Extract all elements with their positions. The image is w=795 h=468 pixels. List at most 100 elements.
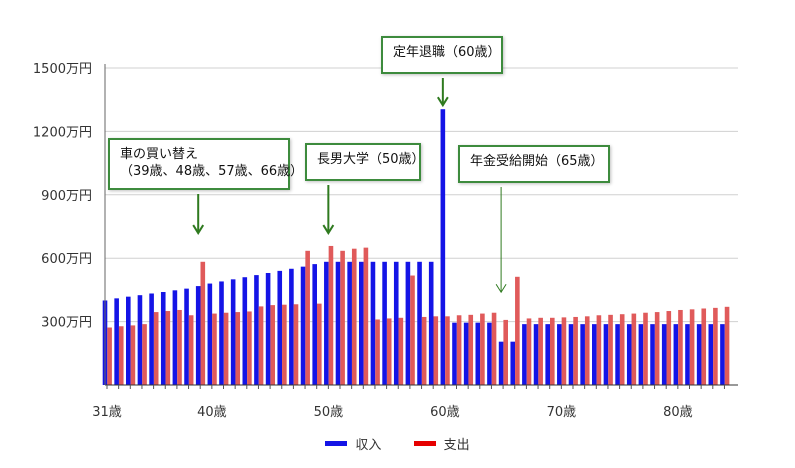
income-bar — [382, 261, 387, 385]
expense-bar — [526, 318, 532, 385]
income-bar — [580, 324, 585, 385]
expense-bar — [118, 326, 124, 385]
expense-bar — [503, 319, 508, 385]
income-bar — [370, 261, 376, 385]
expense-bar — [550, 317, 555, 385]
annotation-text: 車の買い替え — [120, 147, 199, 162]
income-bar — [254, 275, 259, 385]
expense-bar — [212, 313, 217, 385]
expense-bar — [608, 314, 613, 385]
income-bar — [452, 322, 457, 385]
annotation-arrows — [192, 78, 507, 294]
expense-bar — [573, 316, 578, 385]
income-bar — [172, 290, 178, 385]
income-bar — [242, 277, 248, 385]
annotation-arrowhead — [437, 96, 449, 108]
y-tick-label: 900万円 — [41, 189, 92, 204]
income-bar — [463, 322, 469, 385]
income-bar — [126, 296, 131, 385]
expense-bar — [724, 306, 730, 385]
legend-label-income: 収入 — [355, 438, 382, 453]
income-bar — [312, 264, 317, 385]
legend-item-income[interactable]: 収入 — [325, 434, 381, 453]
expense-bar — [165, 311, 171, 385]
income-bar — [615, 324, 620, 385]
legend-label-expense: 支出 — [443, 438, 470, 453]
expense-bar — [282, 304, 287, 385]
income-bar — [230, 279, 236, 385]
expense-bar — [654, 312, 660, 385]
annotation-arrowhead — [495, 283, 507, 294]
expense-bar — [666, 311, 672, 385]
income-bar — [603, 324, 609, 385]
y-axis-ticks: 300万円 600万円 900万円 1200万円 1500万円 — [33, 62, 92, 331]
expense-bar — [363, 247, 369, 385]
annotation-box: 車の買い替え （39歳、48歳、57歳、66歳） — [108, 138, 304, 190]
income-bar — [440, 109, 446, 386]
expense-bar — [305, 250, 310, 385]
income-bar — [417, 261, 422, 385]
income-bar — [393, 261, 399, 385]
expense-bar — [247, 311, 252, 385]
annotation-text: 長男大学（50歳） — [317, 152, 425, 167]
expense-bar — [258, 306, 264, 385]
expense-bar — [235, 312, 241, 385]
income-bar — [673, 324, 679, 385]
expense-bar — [223, 312, 229, 385]
x-tick-label: 31歳 — [92, 405, 122, 420]
income-bar — [498, 341, 504, 385]
income-bar — [487, 322, 492, 385]
expense-bar — [375, 319, 380, 385]
expense-bar — [468, 314, 474, 385]
income-bar — [114, 298, 119, 385]
income-bar — [720, 324, 725, 385]
legend-item-expense[interactable]: 支出 — [413, 434, 470, 453]
income-bar — [708, 324, 714, 385]
income-bar — [650, 324, 655, 385]
expense-bar — [584, 316, 590, 385]
expense-bar — [445, 316, 450, 385]
income-bar — [545, 324, 550, 385]
income-bar — [696, 324, 702, 385]
income-bar — [265, 272, 271, 385]
income-bar — [533, 324, 539, 385]
expense-bar — [491, 312, 497, 385]
expense-bar — [689, 309, 695, 385]
income-bar — [405, 261, 411, 385]
expense-bar — [456, 315, 462, 385]
income-bar — [661, 324, 667, 385]
x-axis-ticks: 31歳 40歳 50歳 60歳 70歳 80歳 — [92, 405, 692, 420]
expense-bar — [130, 325, 136, 385]
expense-bar — [177, 309, 182, 385]
expense-bar — [631, 313, 637, 385]
expense-bar — [142, 324, 147, 385]
y-tick-label: 1200万円 — [33, 125, 92, 140]
income-bar — [568, 324, 574, 385]
expense-bar — [328, 245, 334, 385]
income-bar — [289, 268, 294, 385]
expense-bar — [538, 317, 543, 385]
income-bar — [335, 261, 341, 385]
income-bar — [638, 324, 644, 385]
expense-bar — [317, 303, 322, 385]
income-bar — [522, 324, 527, 385]
expense-bar — [596, 315, 602, 385]
annotation-box: 定年退職（60歳） — [381, 36, 503, 74]
expense-bar — [293, 304, 299, 385]
expense-bar — [619, 314, 625, 385]
expense-bar — [480, 313, 485, 385]
annotation-text: （39歳、48歳、57歳、66歳） — [120, 164, 304, 179]
annotation-arrowhead — [322, 224, 335, 235]
expense-bar — [643, 312, 648, 385]
expense-bar — [678, 309, 683, 385]
income-bar — [300, 266, 306, 385]
annotation-arrowhead — [192, 224, 205, 235]
expense-bar — [107, 327, 112, 385]
expense-bar — [410, 275, 415, 385]
annotation-box: 年金受給開始（65歳） — [458, 145, 610, 183]
expense-bar — [351, 248, 357, 385]
income-bar — [195, 286, 201, 385]
income-bar — [626, 324, 632, 385]
income-bar — [219, 281, 224, 385]
expense-bar — [561, 317, 567, 385]
